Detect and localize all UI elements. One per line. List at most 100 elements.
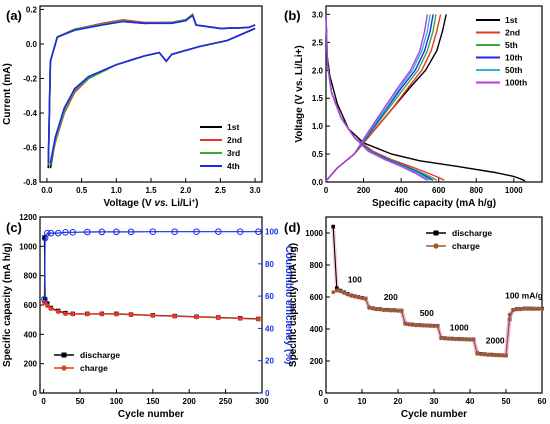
panel-c-charge-point <box>216 315 221 321</box>
panel-d-y-tick-label: 1000 <box>305 229 323 238</box>
panel-c-y2-tick-label: 20 <box>265 357 274 366</box>
panel-a-legend-label: 3rd <box>227 148 240 158</box>
panel-d-legend-label: discharge <box>452 228 492 238</box>
panel-d-discharge-point <box>335 286 339 290</box>
panel-c-charge-point <box>256 316 261 322</box>
panel-d-charge-point <box>425 324 429 328</box>
panel-a-series-3rd-cathodic-line <box>49 27 256 165</box>
panel-b-series-5th-discharge-line <box>325 14 438 181</box>
panel-d: (d) Specific capacity (mA h/g) Cycle num… <box>284 216 547 420</box>
panel-a-series-3rd-anodic-line <box>47 13 256 165</box>
panel-d-charge-point <box>468 337 472 342</box>
panel-a-y-axis-title: Current (mA) <box>2 63 13 125</box>
panel-a-x-tick-label: 1.0 <box>111 186 123 195</box>
panel-c-legend-marker <box>61 352 67 358</box>
panel-d-charge-point <box>450 337 454 341</box>
panel-c-efficiency-point <box>149 228 157 235</box>
panel-b-x-tick-label: 400 <box>394 186 408 195</box>
panel-c-efficiency-point <box>47 229 55 237</box>
panel-b-series-100th-discharge-line <box>325 14 428 181</box>
panel-c-discharge-point <box>42 296 48 302</box>
panel-d-charge-point <box>367 306 372 310</box>
panel-c-y-tick-label: 0 <box>33 389 38 398</box>
panel-c-efficiency-point <box>127 228 135 236</box>
panel-c-y-tick-label: 1000 <box>19 242 37 251</box>
panel-c-charge-point <box>99 311 105 317</box>
panel-d-charge-point <box>403 322 408 326</box>
panel-c-efficiency-point <box>98 228 106 236</box>
panel-d-rate-annotation: 200 <box>384 292 398 302</box>
panel-a-label: (a) <box>6 8 22 23</box>
panel-d-y-tick-label: 800 <box>310 261 324 270</box>
panel-d-rate-annotation: 100 mA/g <box>505 291 543 301</box>
panel-c-charge-point <box>48 306 54 311</box>
panel-c-charge-point <box>172 313 177 319</box>
panel-a-series-4th-anodic-line <box>47 14 256 164</box>
panel-a-x-tick-label: 3.0 <box>250 186 262 195</box>
panel-c-y2-tick-label: 60 <box>265 292 274 301</box>
panel-d-charge-point <box>371 306 375 311</box>
panel-c-x-tick-label: 100 <box>110 397 124 406</box>
panel-d-charge-point <box>471 337 476 342</box>
panel-d-charge-point <box>353 294 357 299</box>
panel-d-charge-point <box>529 307 533 311</box>
panel-d-charge-point <box>479 352 483 357</box>
panel-c-charge-point <box>63 311 68 317</box>
panel-c-x-tick-label: 0 <box>41 397 46 406</box>
panel-d-charge-point <box>522 307 526 311</box>
panel-a-x-tick-label: 1.5 <box>145 186 157 195</box>
panel-b-y-axis-title: Voltage (V vs. Li/Li+) <box>294 45 305 142</box>
panel-d-charge-point <box>446 337 451 341</box>
panel-c-y2-axis-title: Coulombic efficiency (%) <box>283 246 294 365</box>
panel-c-charge-point <box>44 303 50 309</box>
panel-a-series-1st-cathodic-line <box>49 27 256 169</box>
panel-c-efficiency-point <box>41 296 48 303</box>
panel-d-charge-point <box>417 323 422 328</box>
panel-a-series-4th-cathodic-line <box>49 27 256 164</box>
panel-d-charge-point <box>345 292 350 297</box>
panel-c-y-tick-label: 400 <box>24 330 38 339</box>
panel-b-x-axis-title: Specific capacity (mA h/g) <box>372 198 496 209</box>
panel-d-charge-point <box>378 307 382 312</box>
panel-b-legend-label: 5th <box>505 40 518 50</box>
panel-b: (b) Voltage (V vs. Li/Li+) Specific capa… <box>284 5 543 209</box>
panel-c-efficiency-point <box>215 228 222 235</box>
panel-c-y-axis-title: Specific capacity (mA h/g) <box>2 243 13 367</box>
panel-d-charge-point <box>486 353 490 357</box>
panel-d-charge-point <box>511 308 515 312</box>
panel-a-y-tick-label: 0.2 <box>26 5 38 14</box>
panel-b-legend-label: 50th <box>505 65 522 75</box>
panel-c-efficiency-point <box>62 229 69 236</box>
panel-d-x-tick-label: 0 <box>324 397 329 406</box>
panel-d-charge-point <box>504 353 508 358</box>
panel-c-y-tick-label: 800 <box>24 272 38 281</box>
panel-d-rate-annotation: 500 <box>420 308 434 318</box>
panel-d-charge-point <box>515 307 519 312</box>
panel-c-series-coulombic-efficiency-line <box>43 231 259 300</box>
panel-d-charge-point <box>421 323 426 328</box>
panel-d-charge-point <box>500 353 505 358</box>
panel-c-efficiency-point <box>43 229 51 237</box>
panel-a-series-2nd-cathodic-line <box>49 27 256 165</box>
panel-d-legend-marker <box>433 230 439 236</box>
panel-a-y-tick-label: 0.0 <box>26 40 38 49</box>
panel-d-charge-point <box>349 294 354 298</box>
panel-d-charge-point <box>493 353 498 358</box>
panel-d-plot-frame <box>325 216 543 394</box>
panel-d-charge-point <box>410 323 415 327</box>
panel-a-series-2nd-anodic-line <box>47 13 256 165</box>
panel-c-charge-point <box>85 311 90 317</box>
panel-d-charge-point <box>385 308 390 313</box>
panel-d-x-tick-label: 20 <box>394 397 403 406</box>
panel-c-charge-point <box>55 309 61 314</box>
panel-c-x-tick-label: 300 <box>255 397 269 406</box>
panel-c-efficiency-point <box>236 228 244 235</box>
panel-b-legend-label: 100th <box>505 78 527 88</box>
panel-c-charge-point <box>150 313 156 318</box>
panel-c-charge-point <box>194 314 199 320</box>
panel-c-legend-marker <box>61 365 67 371</box>
panel-d-charge-point <box>331 290 336 295</box>
panel-d-x-axis-title: Cycle number <box>401 409 467 420</box>
panel-c-x-tick-label: 250 <box>219 397 233 406</box>
